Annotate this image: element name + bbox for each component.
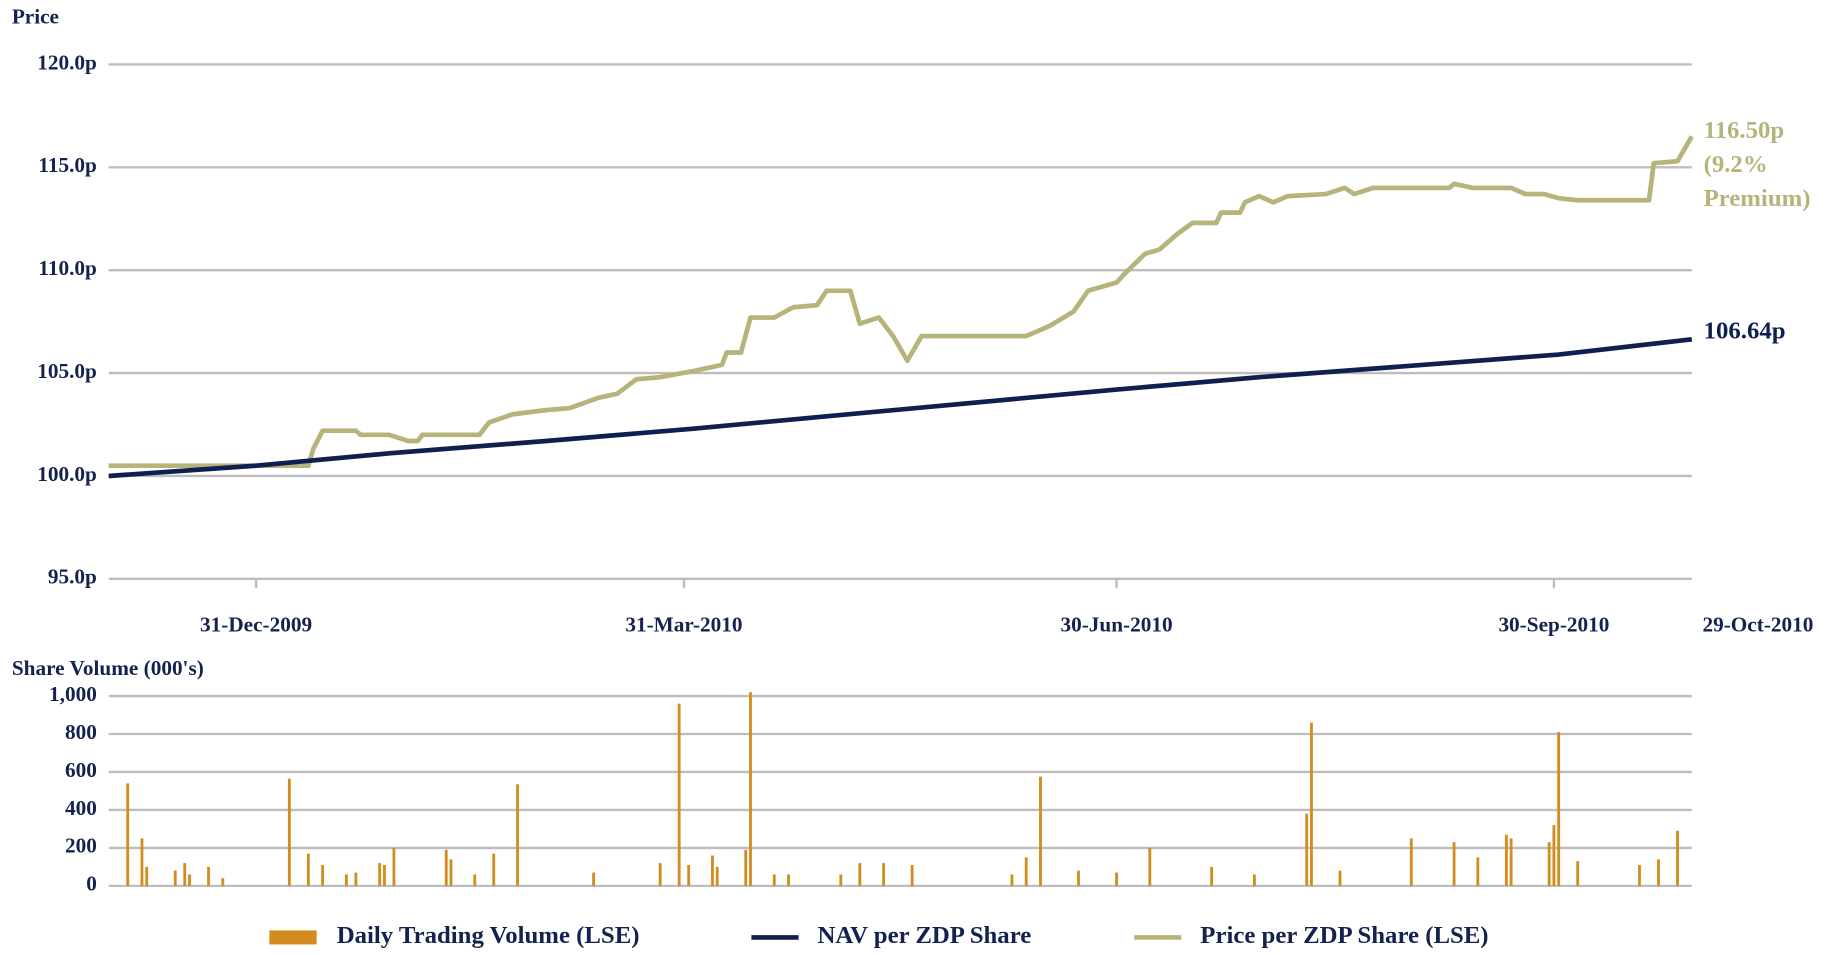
bar bbox=[221, 878, 225, 886]
bar bbox=[772, 874, 776, 886]
bar bbox=[287, 778, 291, 886]
y-tick-label: 0 bbox=[86, 872, 97, 896]
annotation: 116.50p bbox=[1704, 117, 1785, 144]
bar bbox=[126, 783, 130, 886]
bar bbox=[1552, 825, 1556, 886]
bar bbox=[306, 853, 310, 886]
bar bbox=[1452, 842, 1456, 886]
y-axis-title: Share Volume (000's) bbox=[12, 656, 204, 680]
y-tick-label: 800 bbox=[65, 720, 97, 744]
bar bbox=[1305, 813, 1309, 886]
bar bbox=[183, 863, 187, 886]
x-tick-label: 30-Sep-2010 bbox=[1498, 613, 1609, 637]
bar bbox=[1077, 870, 1080, 886]
series-line bbox=[108, 135, 1694, 469]
legend-label: NAV per ZDP Share bbox=[818, 922, 1032, 949]
bar bbox=[344, 874, 348, 886]
bar bbox=[687, 864, 691, 886]
bar bbox=[492, 853, 496, 886]
bar bbox=[444, 849, 448, 886]
bar bbox=[677, 703, 681, 886]
bar bbox=[839, 874, 843, 886]
x-tick-label: 31-Dec-2009 bbox=[200, 613, 312, 637]
y-tick-label: 1,000 bbox=[49, 682, 97, 706]
bar bbox=[473, 874, 477, 886]
y-tick-label: 115.0p bbox=[38, 153, 96, 177]
bar bbox=[392, 847, 396, 886]
bar bbox=[354, 872, 358, 886]
y-tick-label: 120.0p bbox=[37, 50, 97, 74]
bar bbox=[1310, 722, 1313, 886]
bar bbox=[1010, 874, 1014, 886]
y-tick-label: 110.0p bbox=[38, 256, 96, 280]
bar bbox=[711, 855, 714, 886]
bar bbox=[1115, 872, 1118, 886]
bar bbox=[1638, 864, 1641, 886]
bar bbox=[1338, 870, 1342, 886]
bar bbox=[592, 872, 596, 886]
y-axis-title: Price bbox=[12, 5, 59, 29]
bar bbox=[188, 874, 191, 886]
bar bbox=[1509, 838, 1513, 886]
bar bbox=[858, 863, 862, 886]
y-tick-label: 95.0p bbox=[48, 565, 97, 589]
bar bbox=[140, 838, 144, 886]
bar bbox=[207, 866, 210, 886]
legend-label: Daily Trading Volume (LSE) bbox=[337, 922, 640, 949]
bar bbox=[321, 864, 325, 886]
bar bbox=[1210, 866, 1214, 886]
y-tick-label: 400 bbox=[65, 796, 97, 820]
bar bbox=[1476, 857, 1480, 886]
bar bbox=[658, 863, 662, 886]
bar bbox=[1576, 861, 1580, 886]
legend-swatch bbox=[269, 930, 317, 945]
x-tick-label: 30-Jun-2010 bbox=[1060, 613, 1172, 637]
y-tick-label: 100.0p bbox=[37, 462, 97, 486]
bar bbox=[1409, 838, 1413, 886]
bar bbox=[145, 866, 149, 886]
bar bbox=[1504, 834, 1508, 886]
x-tick-label: 31-Mar-2010 bbox=[625, 613, 742, 637]
x-tick-label: 29-Oct-2010 bbox=[1702, 613, 1813, 637]
bar bbox=[715, 866, 719, 886]
bar bbox=[378, 863, 382, 886]
bar bbox=[749, 692, 752, 886]
annotation: 106.64p bbox=[1704, 318, 1786, 345]
y-tick-label: 200 bbox=[65, 834, 97, 858]
bar bbox=[449, 859, 453, 886]
series-line bbox=[108, 337, 1693, 479]
bar bbox=[1039, 776, 1042, 886]
annotation: Premium) bbox=[1704, 185, 1811, 212]
legend-label: Price per ZDP Share (LSE) bbox=[1200, 922, 1488, 949]
bar bbox=[882, 863, 886, 886]
bar bbox=[516, 784, 519, 886]
bar bbox=[1547, 842, 1551, 886]
y-tick-label: 105.0p bbox=[37, 359, 97, 383]
bar bbox=[787, 874, 790, 886]
bar bbox=[1657, 859, 1660, 886]
y-tick-label: 600 bbox=[65, 758, 97, 782]
bar bbox=[910, 864, 914, 886]
bar bbox=[1148, 847, 1152, 886]
bar bbox=[1024, 857, 1028, 886]
bar bbox=[1676, 830, 1679, 886]
bar bbox=[173, 870, 177, 886]
bar bbox=[1252, 874, 1256, 886]
bar bbox=[744, 849, 748, 886]
bar bbox=[1557, 732, 1561, 886]
annotation: (9.2% bbox=[1704, 151, 1768, 178]
bar bbox=[383, 864, 386, 886]
